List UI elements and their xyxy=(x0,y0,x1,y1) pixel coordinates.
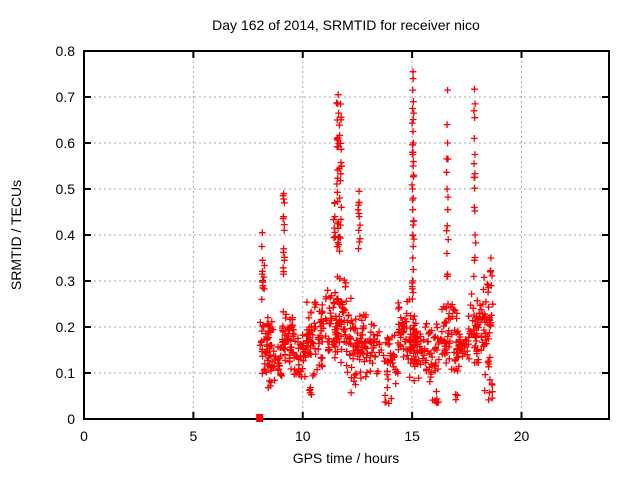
x-tick-labels: 0 5 10 15 20 xyxy=(80,428,529,444)
y-tick-label: 0.4 xyxy=(56,227,76,243)
x-tick-label: 20 xyxy=(514,428,530,444)
y-tick-label: 0.2 xyxy=(56,319,76,335)
y-tick-label: 0.3 xyxy=(56,273,76,289)
y-tick-label: 0.5 xyxy=(56,181,76,197)
scatter-points xyxy=(256,68,497,407)
x-tick-label: 10 xyxy=(295,428,311,444)
x-tick-label: 0 xyxy=(80,428,88,444)
x-tick-label: 5 xyxy=(189,428,197,444)
data-points xyxy=(256,68,497,422)
x-axis-label: GPS time / hours xyxy=(293,450,400,466)
y-axis-label: SRMTID / TECUs xyxy=(8,180,24,290)
y-tick-label: 0 xyxy=(67,411,75,427)
y-tick-label: 0.7 xyxy=(56,89,76,105)
y-tick-labels: 0 0.1 0.2 0.3 0.4 0.5 0.6 0.7 0.8 xyxy=(56,43,76,427)
zero-value-marker xyxy=(256,414,264,422)
chart-title: Day 162 of 2014, SRMTID for receiver nic… xyxy=(212,17,480,33)
axis-ticks xyxy=(83,50,609,420)
y-tick-label: 0.8 xyxy=(56,43,76,59)
y-tick-label: 0.1 xyxy=(56,365,76,381)
y-tick-label: 0.6 xyxy=(56,135,76,151)
x-tick-label: 15 xyxy=(404,428,420,444)
